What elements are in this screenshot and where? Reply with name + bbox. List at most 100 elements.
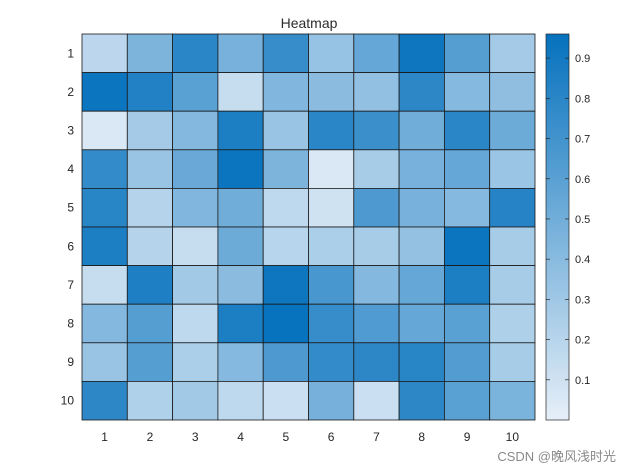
y-tick-label: 5	[67, 201, 74, 215]
heatmap-cell-r10-c2	[126, 380, 174, 421]
heatmap-cell-r3-c8	[398, 110, 445, 151]
x-tick-labels: 1 2 3 4 5 6 7 8 9 10	[101, 430, 519, 444]
heatmap-cell-r10-c6	[308, 380, 355, 421]
heatmap-cell-r5-c3	[172, 187, 219, 228]
colorbar-tick-label: 0.9	[575, 53, 590, 65]
x-tick-label: 6	[328, 430, 335, 444]
heatmap-cell-r6-c7	[353, 226, 400, 266]
heatmap-cell-r9-c3	[172, 342, 219, 382]
heatmap-cell-r9-c1	[81, 342, 128, 382]
heatmap-cell-r1-c2	[126, 33, 174, 73]
heatmap-cell-r4-c10	[489, 149, 536, 189]
heatmap-cell-r3-c7	[353, 110, 400, 151]
heatmap-cell-r8-c2	[126, 303, 174, 344]
heatmap-cell-r7-c8	[398, 265, 445, 305]
heatmap-cell-r7-c3	[172, 265, 219, 305]
colorbar-tick-label: 0.2	[575, 335, 590, 347]
y-tick-label: 8	[67, 317, 74, 331]
heatmap-cell-r4-c4	[217, 149, 264, 189]
colorbar-tick-label: 0.5	[575, 214, 590, 226]
heatmap-cell-r3-c5	[262, 110, 309, 151]
x-tick-label: 7	[373, 430, 380, 444]
heatmap-cell-r7-c1	[81, 265, 128, 305]
y-tick-label: 7	[67, 278, 74, 292]
heatmap-cell-r2-c1	[81, 72, 128, 112]
y-tick-label: 2	[67, 85, 74, 99]
heatmap-cell-r7-c5	[262, 265, 309, 305]
heatmap-cell-r3-c2	[126, 110, 174, 151]
heatmap-cell-r5-c7	[353, 187, 400, 228]
heatmap-cell-r2-c9	[443, 72, 491, 112]
heatmap-cell-r7-c10	[489, 265, 536, 305]
x-tick-label: 10	[506, 430, 520, 444]
heatmap-cell-r2-c5	[262, 72, 309, 112]
heatmap-cell-r1-c7	[353, 33, 400, 73]
heatmap-cell-r4-c7	[353, 149, 400, 189]
heatmap-cell-r10-c4	[217, 380, 264, 421]
heatmap-cell-r8-c1	[81, 303, 128, 344]
colorbar-tick-label: 0.8	[575, 93, 590, 105]
heatmap-cell-r3-c6	[308, 110, 355, 151]
y-tick-label: 9	[67, 355, 74, 369]
heatmap-cell-r9-c9	[443, 342, 491, 382]
y-tick-label: 6	[67, 239, 74, 253]
heatmap-cell-r5-c8	[398, 187, 445, 228]
colorbar-tick-label: 0.7	[575, 134, 590, 146]
heatmap-cell-r7-c2	[126, 265, 174, 305]
heatmap-cell-r9-c4	[217, 342, 264, 382]
heatmap-cell-r4-c3	[172, 149, 219, 189]
x-tick-label: 8	[418, 430, 425, 444]
heatmap-cell-r1-c6	[308, 33, 355, 73]
heatmap-cell-r6-c8	[398, 226, 445, 266]
heatmap-cell-r1-c1	[81, 33, 128, 73]
heatmap-cell-r8-c10	[489, 303, 536, 344]
x-tick-label: 5	[283, 430, 290, 444]
heatmap-cell-r10-c1	[81, 380, 128, 421]
y-tick-labels: 1 2 3 4 5 6 7 8 9 10	[61, 46, 75, 407]
heatmap-cell-r5-c5	[262, 187, 309, 228]
heatmap-cell-r10-c7	[353, 380, 400, 421]
heatmap-cell-r8-c3	[172, 303, 219, 344]
heatmap-cell-r9-c5	[262, 342, 309, 382]
heatmap-cell-r1-c5	[262, 33, 309, 73]
heatmap-cell-r4-c5	[262, 149, 309, 189]
heatmap-cell-r4-c8	[398, 149, 445, 189]
heatmap-cell-r7-c6	[308, 265, 355, 305]
heatmap-cell-r6-c3	[172, 226, 219, 266]
heatmap-cells	[81, 33, 536, 421]
heatmap-cell-r8-c7	[353, 303, 400, 344]
y-tick-label: 1	[67, 46, 74, 60]
x-tick-label: 2	[147, 430, 154, 444]
heatmap-cell-r1-c10	[489, 33, 536, 73]
heatmap-cell-r3-c3	[172, 110, 219, 151]
heatmap-cell-r1-c8	[398, 33, 445, 73]
heatmap-cell-r3-c10	[489, 110, 536, 151]
x-tick-label: 9	[464, 430, 471, 444]
heatmap-cell-r3-c4	[217, 110, 264, 151]
heatmap-cell-r10-c10	[489, 380, 536, 421]
colorbar-tick-label: 0.3	[575, 294, 590, 306]
heatmap-cell-r5-c4	[217, 187, 264, 228]
heatmap-cell-r5-c1	[81, 187, 128, 228]
heatmap-cell-r6-c10	[489, 226, 536, 266]
heatmap-cell-r6-c5	[262, 226, 309, 266]
heatmap-cell-r3-c9	[443, 110, 491, 151]
heatmap-cell-r2-c7	[353, 72, 400, 112]
heatmap-cell-r10-c8	[398, 380, 445, 421]
heatmap-cell-r9-c7	[353, 342, 400, 382]
chart-title: Heatmap	[281, 15, 338, 31]
heatmap-cell-r10-c5	[262, 380, 309, 421]
x-tick-label: 1	[101, 430, 108, 444]
heatmap-cell-r5-c6	[308, 187, 355, 228]
watermark-text: CSDN @晚风浅时光	[497, 449, 616, 464]
heatmap-cell-r2-c2	[126, 72, 174, 112]
heatmap-cell-r1-c4	[217, 33, 264, 73]
heatmap-cell-r2-c10	[489, 72, 536, 112]
heatmap-cell-r2-c8	[398, 72, 445, 112]
heatmap-cell-r2-c3	[172, 72, 219, 112]
colorbar-gradient	[545, 33, 570, 421]
heatmap-cell-r7-c7	[353, 265, 400, 305]
heatmap-cell-r6-c4	[217, 226, 264, 266]
colorbar-tick-label: 0.1	[575, 375, 590, 387]
heatmap-cell-r7-c9	[443, 265, 491, 305]
